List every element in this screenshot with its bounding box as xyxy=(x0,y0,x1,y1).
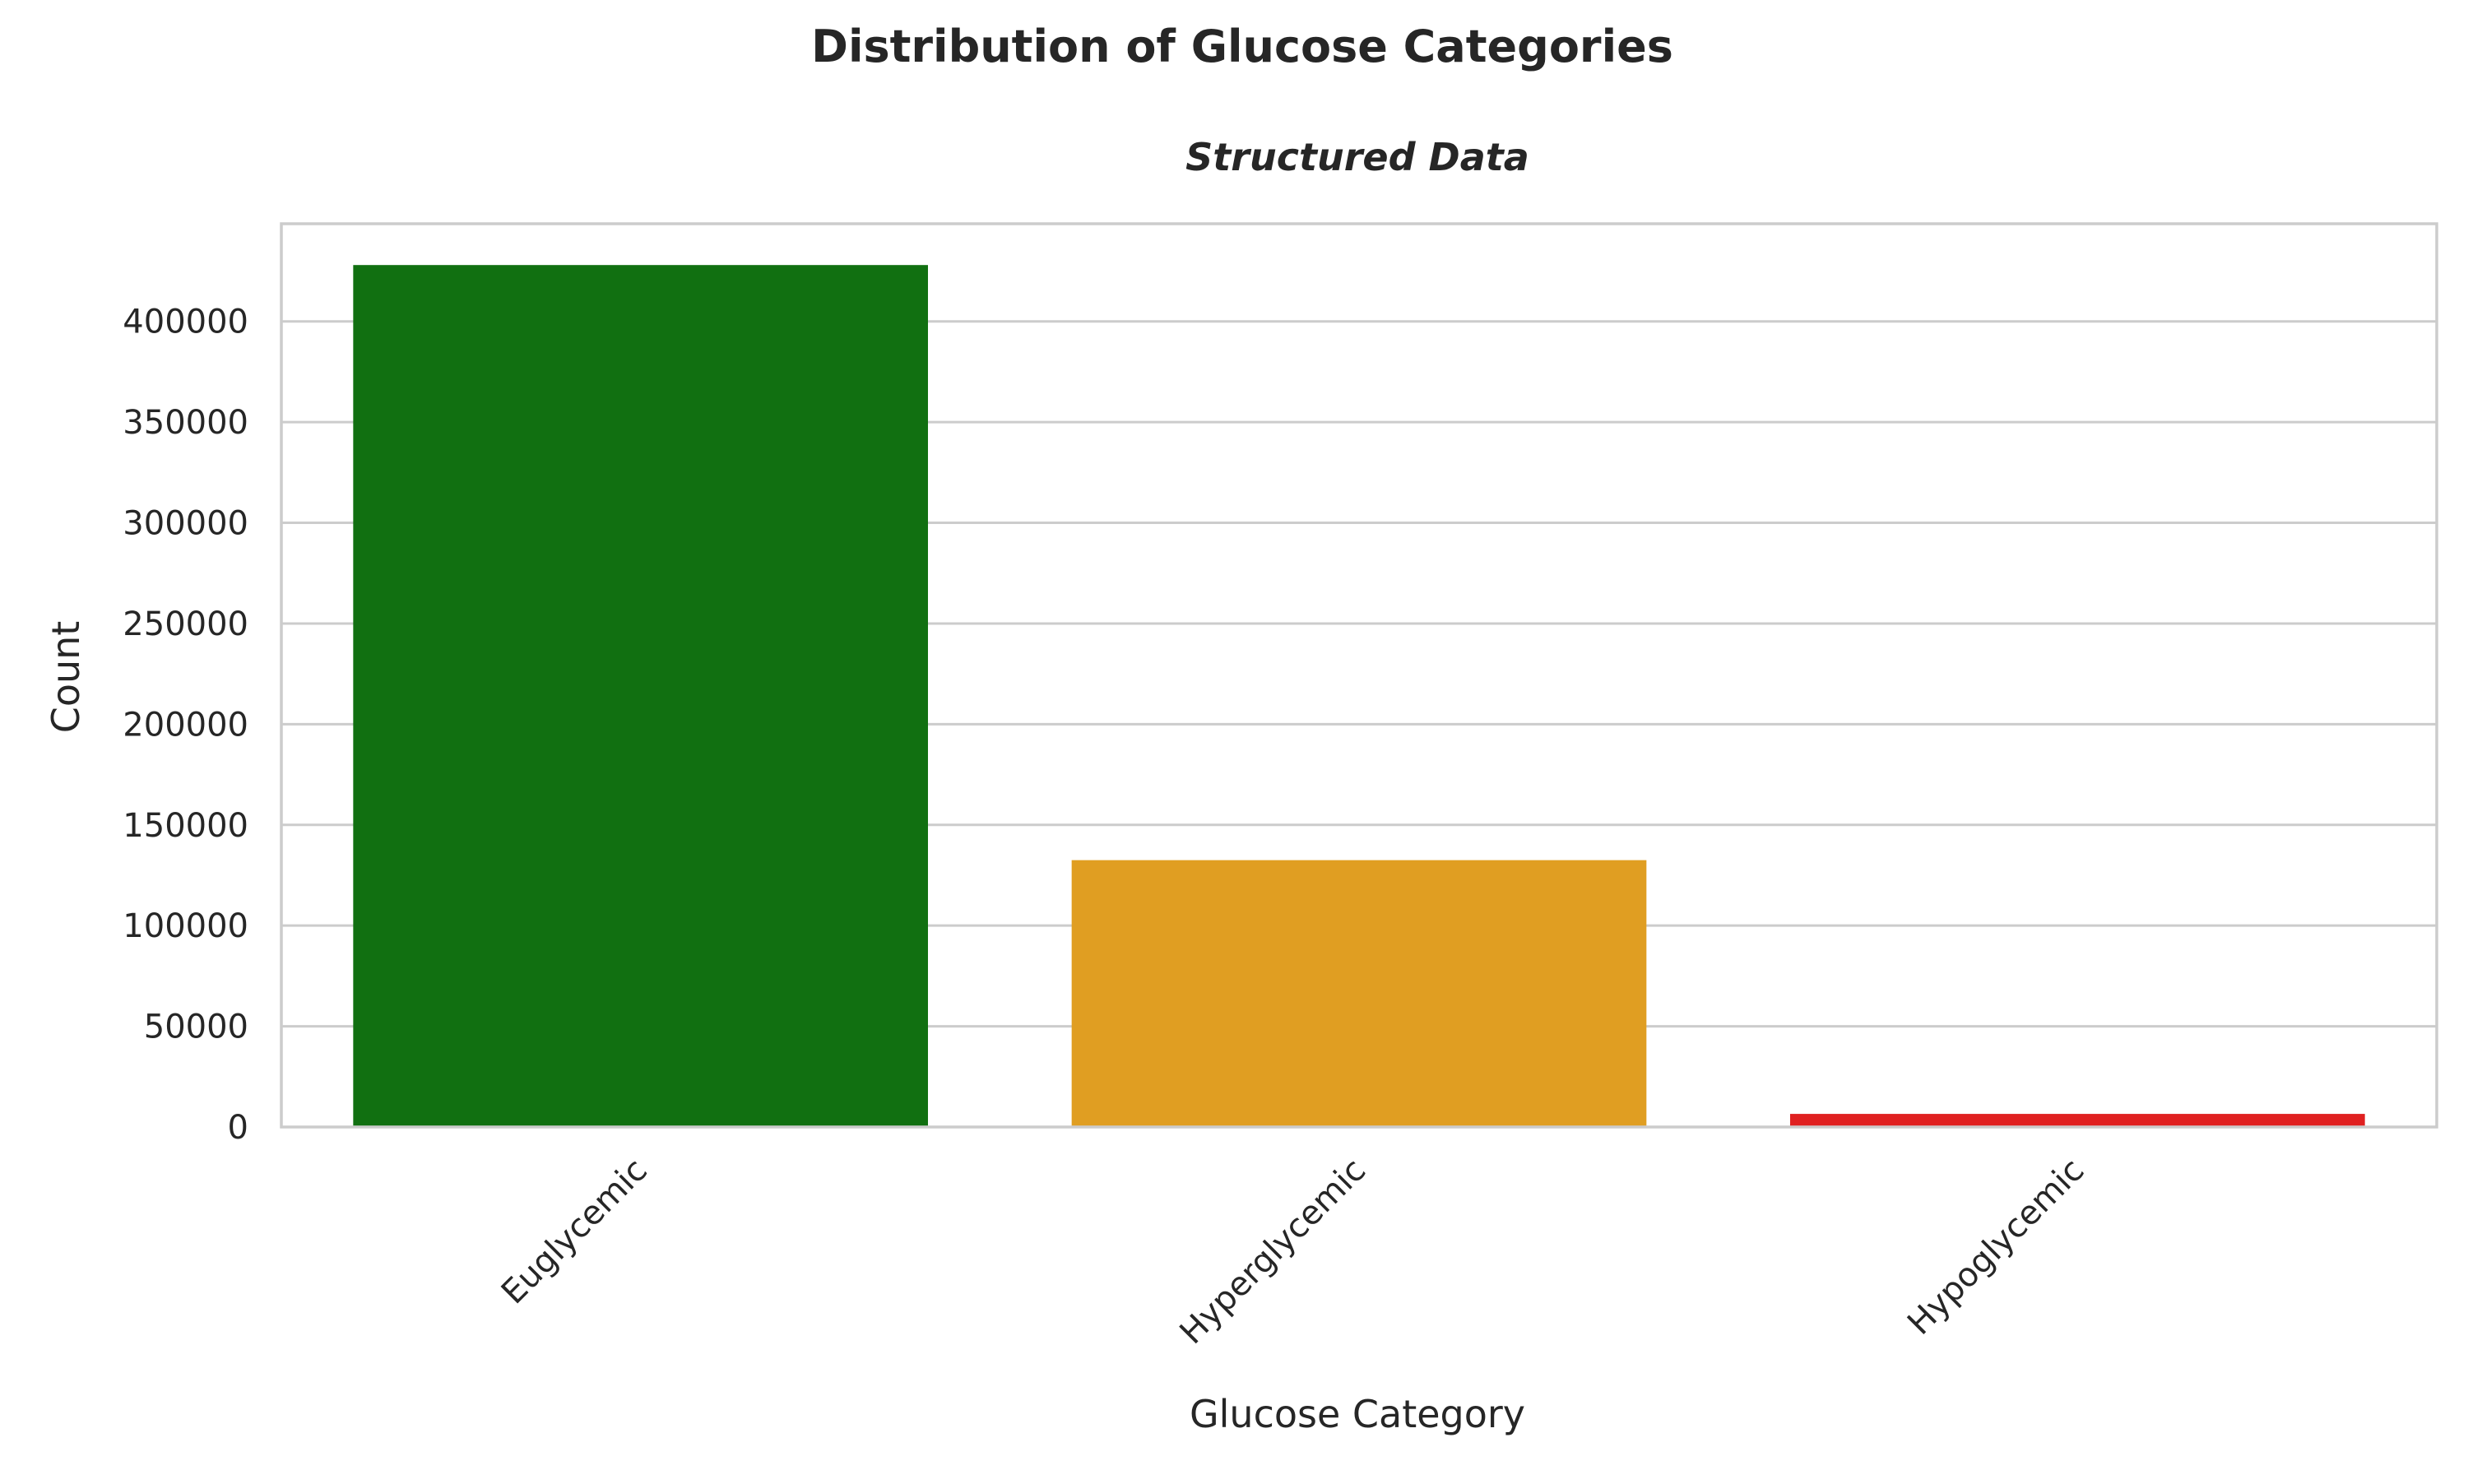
x-tick-labels: Euglycemic Hyperglycemic Hypoglycemic xyxy=(494,1152,2091,1352)
y-tick-label: 150000 xyxy=(123,807,248,845)
y-tick-label: 300000 xyxy=(123,505,248,543)
bars xyxy=(353,265,2365,1128)
bar-euglycemic xyxy=(353,265,928,1128)
x-tick-label: Hyperglycemic xyxy=(1173,1152,1373,1352)
bar-hyperglycemic xyxy=(1071,860,1647,1127)
y-tick-labels: 0 50000 100000 150000 200000 250000 300000 3500… xyxy=(123,304,248,1147)
y-tick-label: 400000 xyxy=(123,304,248,341)
plot-frame xyxy=(280,222,2438,1129)
x-axis-label: Glucose Category xyxy=(1190,1392,1525,1436)
y-tick-label: 200000 xyxy=(123,706,248,744)
y-tick-label: 0 xyxy=(228,1109,248,1147)
chart-suptitle: Distribution of Glucose Categories xyxy=(811,21,1673,72)
y-tick-label: 250000 xyxy=(123,605,248,643)
x-tick-label: Hypoglycemic xyxy=(1900,1152,2091,1343)
y-axis-label: Count xyxy=(44,621,88,734)
y-tick-label: 350000 xyxy=(123,404,248,442)
x-tick-label: Euglycemic xyxy=(494,1152,655,1312)
bar-hypoglycemic xyxy=(1790,1114,2365,1127)
y-tick-label: 100000 xyxy=(123,907,248,945)
y-tick-label: 50000 xyxy=(144,1009,248,1046)
chart-title: Structured Data xyxy=(1185,135,1529,179)
